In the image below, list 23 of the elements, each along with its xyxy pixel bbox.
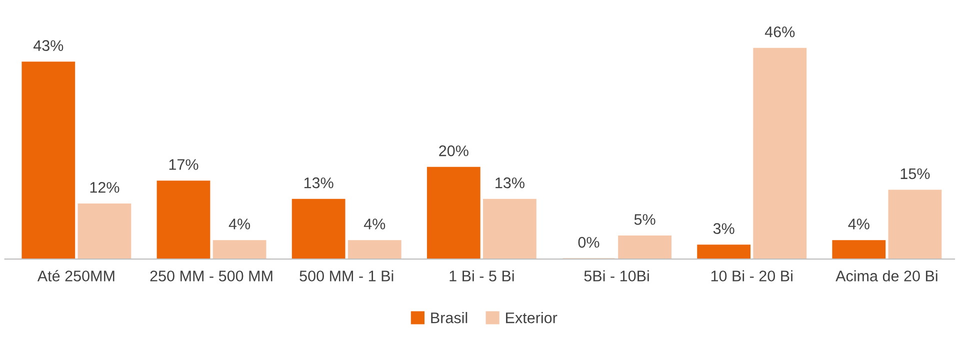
x-tick-label: 5Bi - 10Bi xyxy=(584,270,649,282)
data-label: 4% xyxy=(228,218,250,230)
data-label: 15% xyxy=(900,168,930,180)
data-label: 17% xyxy=(169,159,198,170)
legend-label: Brasil xyxy=(431,312,468,324)
data-label: 13% xyxy=(496,177,524,188)
data-label: 13% xyxy=(304,177,334,188)
x-tick-label: 1 Bi - 5 Bi xyxy=(450,270,514,282)
data-label: 12% xyxy=(90,182,120,193)
x-tick-label: Acima de 20 Bi xyxy=(836,270,938,282)
data-label: 4% xyxy=(364,218,386,230)
x-tick-label: 250 MM - 500 MM xyxy=(150,270,272,282)
data-label: 46% xyxy=(764,26,795,38)
data-label: 0% xyxy=(578,236,600,248)
data-label: 4% xyxy=(848,218,870,230)
data-label: 5% xyxy=(634,214,656,225)
data-label: 20% xyxy=(439,145,468,156)
legend-label: Exterior xyxy=(506,312,558,324)
data-label: 3% xyxy=(713,223,734,234)
x-tick-label: 500 MM - 1 Bi xyxy=(300,270,394,282)
data-label: 43% xyxy=(33,40,64,52)
x-tick-label: Até 250MM xyxy=(37,270,114,282)
x-tick-label: 10 Bi - 20 Bi xyxy=(711,270,792,282)
